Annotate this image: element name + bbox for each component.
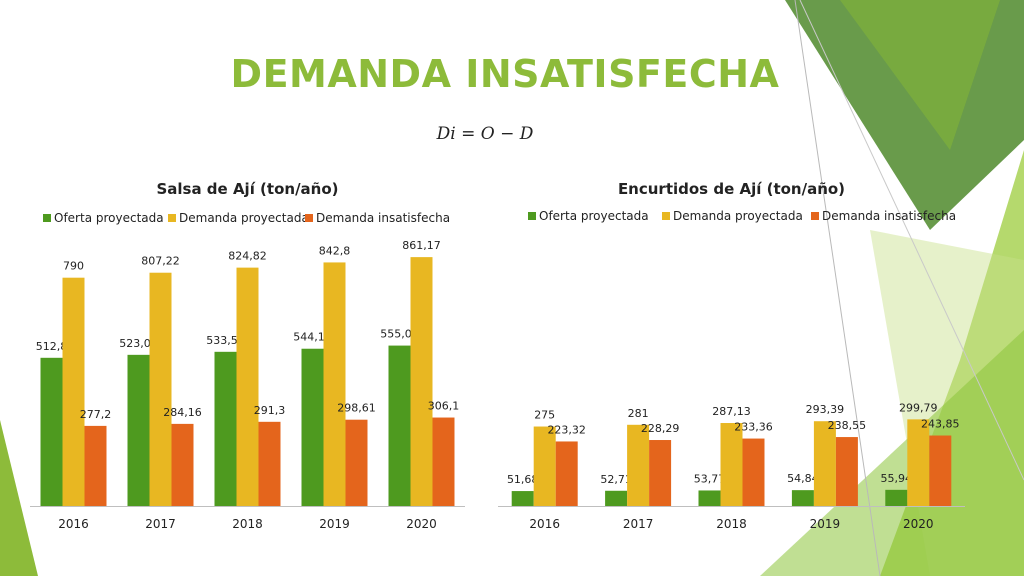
x-tick-label: 2017 bbox=[145, 517, 176, 531]
bar bbox=[835, 437, 858, 506]
bar bbox=[301, 348, 324, 506]
bar bbox=[236, 267, 259, 506]
bar bbox=[649, 440, 672, 506]
data-label: 54,84 bbox=[787, 472, 819, 485]
x-tick-label: 2020 bbox=[903, 517, 934, 531]
data-label: 842,8 bbox=[319, 244, 351, 257]
bar bbox=[813, 421, 836, 506]
x-tick-label: 2016 bbox=[529, 517, 560, 531]
bar bbox=[605, 490, 628, 506]
data-label: 824,82 bbox=[228, 250, 267, 263]
bar bbox=[907, 419, 930, 506]
bar bbox=[40, 357, 63, 506]
data-label: 555,07 bbox=[380, 328, 419, 341]
bar bbox=[742, 438, 765, 506]
bar bbox=[149, 272, 172, 506]
legend-swatch bbox=[168, 214, 176, 222]
x-tick-label: 2018 bbox=[232, 517, 263, 531]
legend-label: Oferta proyectada bbox=[539, 209, 649, 223]
bar bbox=[791, 490, 814, 506]
legend-swatch bbox=[528, 212, 536, 220]
x-tick-label: 2016 bbox=[58, 517, 89, 531]
x-tick-label: 2018 bbox=[716, 517, 747, 531]
bar bbox=[214, 351, 237, 506]
legend-label: Oferta proyectada bbox=[54, 211, 164, 225]
data-label: 51,68 bbox=[507, 473, 539, 486]
data-label: 52,71 bbox=[600, 473, 632, 486]
data-label: 223,32 bbox=[547, 423, 586, 436]
data-label: 291,3 bbox=[254, 404, 286, 417]
data-label: 299,79 bbox=[899, 401, 938, 414]
data-label: 243,85 bbox=[921, 418, 960, 431]
legend-swatch bbox=[811, 212, 819, 220]
bar bbox=[388, 345, 411, 506]
decor-mid-green-shard bbox=[840, 0, 1000, 150]
bar bbox=[432, 417, 455, 506]
x-tick-label: 2017 bbox=[623, 517, 654, 531]
x-tick-label: 2019 bbox=[810, 517, 841, 531]
bar bbox=[127, 354, 150, 506]
data-label: 228,29 bbox=[641, 422, 680, 435]
bar bbox=[720, 423, 743, 506]
bar bbox=[410, 257, 433, 506]
data-label: 55,94 bbox=[881, 472, 913, 485]
legend-swatch bbox=[43, 214, 51, 222]
data-label: 233,36 bbox=[734, 421, 773, 434]
decor-bottom-green-wedge bbox=[760, 330, 1024, 576]
chart-title: Encurtidos de Ají (ton/año) bbox=[618, 180, 845, 198]
data-label: 298,61 bbox=[337, 402, 376, 415]
legend-swatch bbox=[305, 214, 313, 222]
data-label: 807,22 bbox=[141, 255, 180, 268]
data-label: 277,2 bbox=[80, 408, 112, 421]
data-label: 53,77 bbox=[694, 472, 726, 485]
data-label: 512,8 bbox=[36, 340, 68, 353]
bar bbox=[345, 419, 368, 506]
bar bbox=[511, 491, 534, 506]
slide-title: DEMANDA INSATISFECHA bbox=[230, 52, 780, 96]
legend-label: Demanda insatisfecha bbox=[822, 209, 956, 223]
data-label: 284,16 bbox=[163, 406, 202, 419]
bar bbox=[258, 421, 281, 506]
legend-label: Demanda proyectada bbox=[673, 209, 803, 223]
data-label: 287,13 bbox=[712, 405, 751, 418]
data-label: 861,17 bbox=[402, 239, 441, 252]
data-label: 293,39 bbox=[806, 403, 845, 416]
bar bbox=[84, 425, 107, 506]
legend-label: Demanda insatisfecha bbox=[316, 211, 450, 225]
decor-left-green-sliver bbox=[0, 420, 38, 576]
data-label: 523,06 bbox=[119, 337, 158, 350]
bar bbox=[323, 262, 346, 506]
data-label: 544,19 bbox=[293, 331, 332, 344]
data-label: 238,55 bbox=[828, 419, 867, 432]
data-label: 533,52 bbox=[206, 334, 245, 347]
bar bbox=[929, 435, 952, 506]
bar bbox=[171, 423, 194, 506]
bar bbox=[885, 489, 908, 506]
bar bbox=[555, 441, 578, 506]
bar bbox=[698, 490, 721, 506]
bar bbox=[627, 424, 650, 506]
x-tick-label: 2019 bbox=[319, 517, 350, 531]
bar bbox=[533, 426, 556, 506]
data-label: 281 bbox=[628, 407, 649, 420]
legend-swatch bbox=[662, 212, 670, 220]
chart-title: Salsa de Ají (ton/año) bbox=[156, 180, 338, 198]
legend-label: Demanda proyectada bbox=[179, 211, 309, 225]
x-tick-label: 2020 bbox=[406, 517, 437, 531]
data-label: 306,1 bbox=[428, 400, 460, 413]
decor-thin-line-2 bbox=[799, 0, 1024, 481]
decor-thin-line-1 bbox=[794, 0, 881, 576]
data-label: 275 bbox=[534, 409, 555, 422]
formula: Di = O − D bbox=[436, 124, 534, 144]
data-label: 790 bbox=[63, 260, 84, 273]
bar bbox=[62, 277, 85, 506]
